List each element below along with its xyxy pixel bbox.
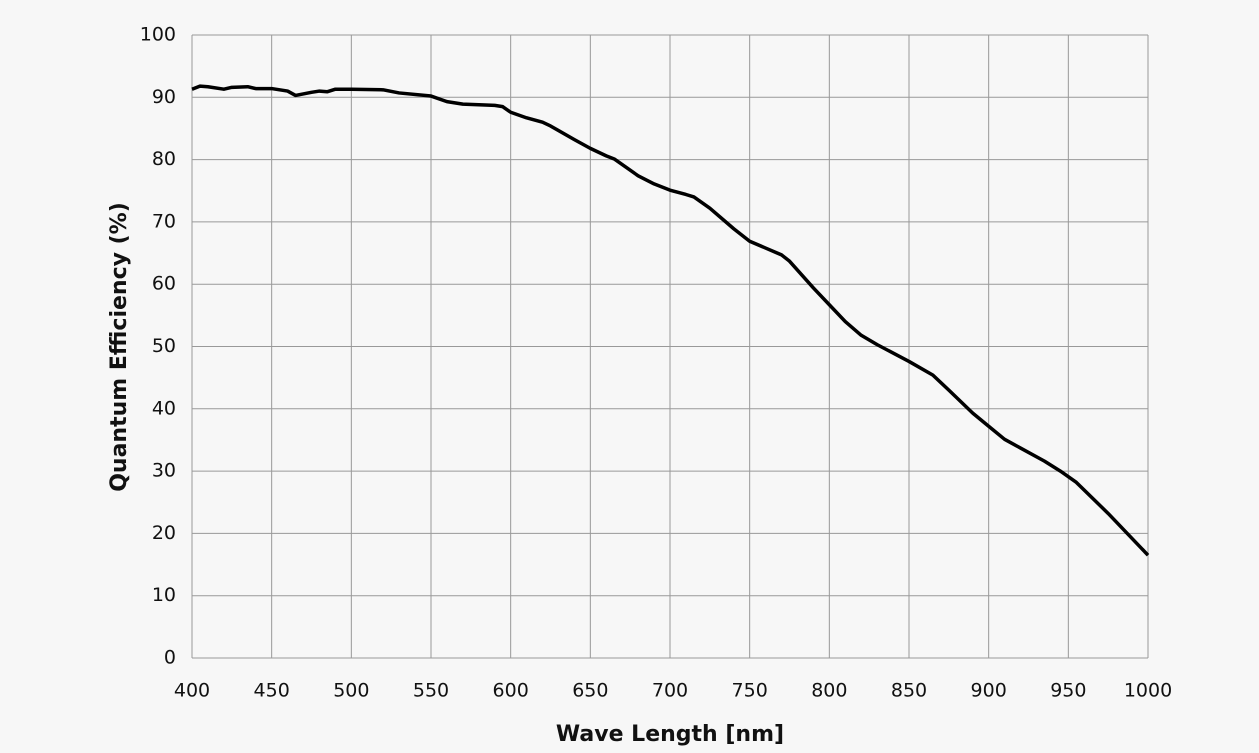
x-tick-label: 700 <box>652 680 688 702</box>
x-tick-label: 600 <box>493 680 529 702</box>
y-tick-label: 30 <box>152 460 176 482</box>
y-tick-label: 100 <box>140 24 176 46</box>
y-tick-label: 60 <box>152 273 176 295</box>
x-tick-label: 900 <box>971 680 1007 702</box>
y-axis-label: Quantum Efficiency (%) <box>107 202 132 492</box>
y-tick-label: 20 <box>152 522 176 544</box>
x-tick-label: 450 <box>254 680 290 702</box>
y-tick-label: 40 <box>152 397 176 419</box>
y-tick-label: 0 <box>164 647 176 669</box>
y-tick-label: 90 <box>152 86 176 108</box>
y-tick-label: 10 <box>152 584 176 606</box>
x-tick-label: 550 <box>413 680 449 702</box>
data-line <box>191 84 1150 557</box>
x-tick-label: 850 <box>891 680 927 702</box>
y-tick-label: 80 <box>152 148 176 170</box>
x-axis-label: Wave Length [nm] <box>556 722 784 747</box>
x-tick-label: 950 <box>1050 680 1086 702</box>
x-tick-label: 400 <box>174 680 210 702</box>
y-tick-label: 50 <box>152 335 176 357</box>
y-tick-label: 70 <box>152 210 176 232</box>
x-tick-label: 650 <box>572 680 608 702</box>
x-tick-label: 1000 <box>1124 680 1172 702</box>
x-tick-label: 800 <box>811 680 847 702</box>
x-tick-label: 500 <box>333 680 369 702</box>
x-tick-label: 750 <box>732 680 768 702</box>
